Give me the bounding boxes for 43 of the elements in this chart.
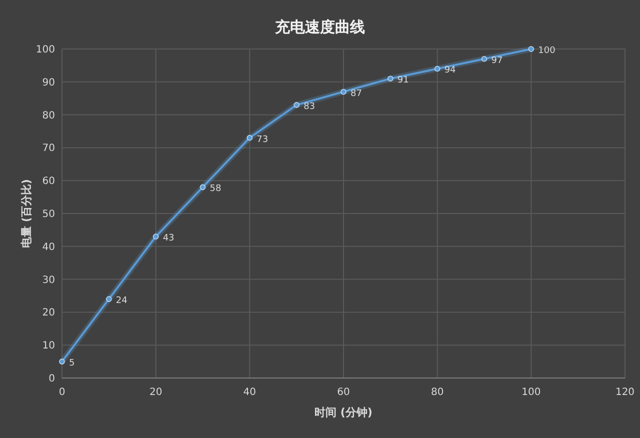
point — [434, 66, 440, 72]
x-tick-label: 120 — [615, 387, 635, 398]
y-tick-label: 70 — [42, 143, 55, 154]
point — [152, 234, 159, 240]
data-label: 43 — [162, 234, 174, 244]
y-axis-title: 电量 (百分比) — [20, 179, 33, 248]
data-label: 24 — [116, 296, 128, 306]
point — [59, 358, 65, 364]
data-label: 73 — [256, 134, 268, 145]
y-tick-label: 100 — [36, 44, 55, 56]
chart-title: 充电速度曲线 — [274, 18, 365, 36]
x-axis-title: 时间 (分钟) — [314, 406, 372, 419]
x-tick-label: 80 — [430, 387, 444, 398]
y-tick-label: 80 — [42, 110, 55, 122]
point — [481, 56, 488, 62]
point — [106, 296, 112, 302]
point — [528, 46, 534, 52]
y-tick-label: 10 — [42, 340, 55, 352]
data-label: 94 — [444, 66, 456, 76]
data-label: 83 — [304, 102, 316, 112]
x-tick-label: 40 — [243, 387, 256, 398]
point — [200, 184, 206, 190]
y-tick-label: 60 — [42, 176, 55, 188]
point — [294, 102, 300, 108]
data-label: 97 — [491, 56, 503, 66]
data-label: 100 — [538, 46, 556, 56]
y-tick-label: 0 — [48, 374, 55, 384]
point — [246, 134, 253, 141]
y-tick-label: 20 — [42, 308, 55, 319]
x-tick-label: 100 — [522, 387, 541, 398]
x-tick-label: 0 — [58, 387, 66, 398]
point — [340, 88, 346, 95]
point — [388, 76, 394, 82]
data-label: 87 — [350, 88, 362, 99]
y-tick-label: 90 — [42, 77, 55, 88]
data-label: 91 — [397, 76, 409, 86]
x-tick-label: 60 — [337, 387, 350, 398]
x-tick-label: 20 — [149, 387, 162, 398]
y-tick-label: 40 — [42, 242, 55, 253]
data-label: 5 — [69, 358, 75, 369]
y-tick-label: 30 — [42, 274, 55, 286]
y-tick-label: 50 — [42, 209, 55, 220]
data-label: 58 — [210, 184, 222, 194]
